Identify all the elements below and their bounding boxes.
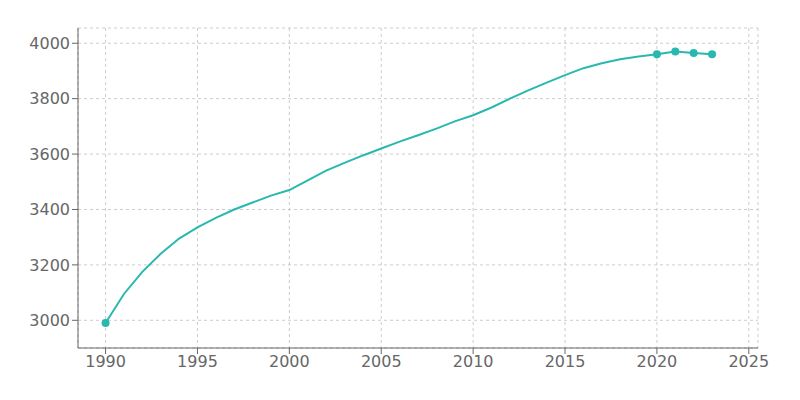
svg-text:2005: 2005 (361, 352, 402, 371)
svg-text:3400: 3400 (29, 200, 70, 219)
svg-text:2020: 2020 (637, 352, 678, 371)
svg-text:2000: 2000 (269, 352, 310, 371)
svg-text:3600: 3600 (29, 145, 70, 164)
svg-text:2010: 2010 (453, 352, 494, 371)
svg-text:1995: 1995 (177, 352, 218, 371)
svg-text:2025: 2025 (728, 352, 769, 371)
svg-text:3200: 3200 (29, 256, 70, 275)
svg-text:2015: 2015 (545, 352, 586, 371)
svg-text:4000: 4000 (29, 34, 70, 53)
svg-text:3000: 3000 (29, 311, 70, 330)
svg-text:1990: 1990 (85, 352, 126, 371)
svg-text:3800: 3800 (29, 89, 70, 108)
